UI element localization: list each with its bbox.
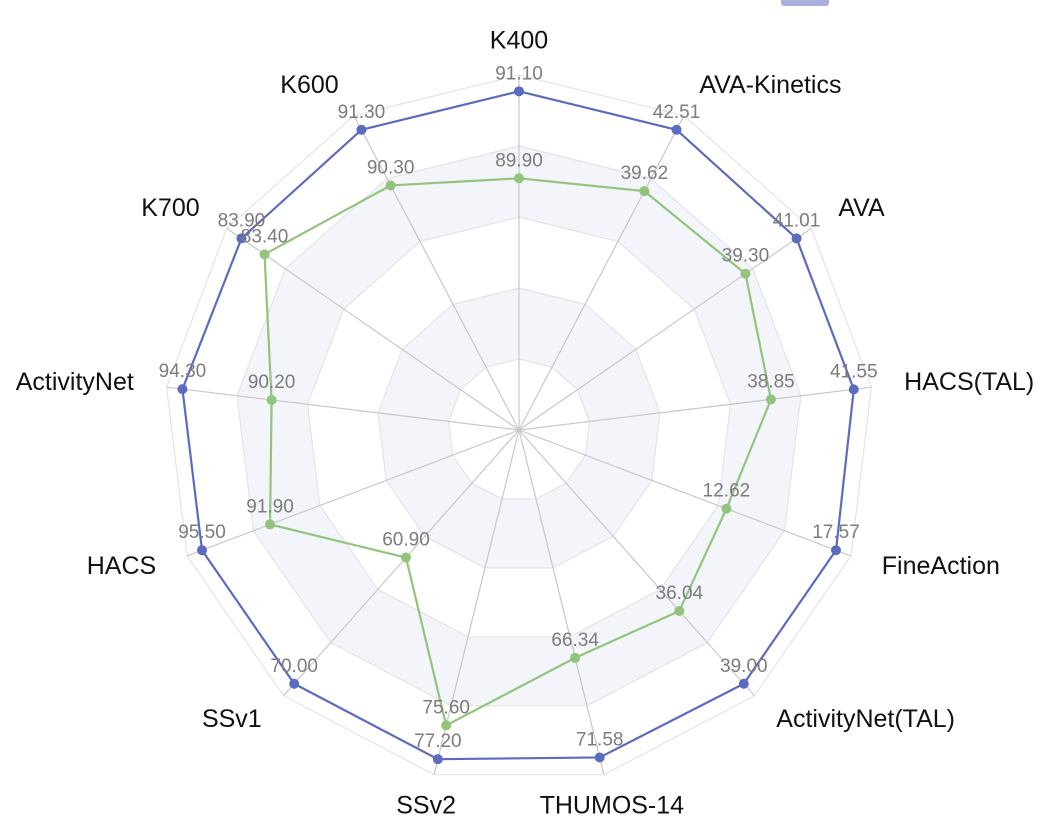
data-label: 41.01 [773,210,821,231]
data-point [639,186,650,197]
data-point [765,394,776,405]
data-label: 90.20 [248,372,296,393]
data-label: 12.62 [703,481,751,502]
axis-label: ActivityNet [16,368,134,396]
data-label: 75.60 [422,697,470,718]
data-point [259,249,270,260]
data-label: 42.51 [653,102,701,123]
data-label: 70.00 [270,656,318,677]
data-label: 83.90 [218,210,266,231]
axis-label: K400 [490,27,548,55]
axis-spoke [518,429,755,697]
data-point [740,268,751,279]
data-point [848,384,859,395]
axis-spoke [518,386,872,431]
axis-label: AVA-Kinetics [699,71,841,99]
legend-swatch [781,0,829,6]
data-point [401,552,412,563]
data-point [356,124,367,135]
data-point [791,233,802,244]
data-label: 39.62 [621,163,669,184]
series-line-2 [263,177,773,727]
axis-spoke [283,429,520,697]
axis-spoke [518,115,685,431]
data-point [514,173,524,184]
axis-spoke [353,115,520,431]
data-point [441,720,452,731]
axis-spoke [186,429,520,557]
data-label: 60.90 [382,530,430,551]
axis-label: K600 [280,71,338,99]
data-label: 66.34 [551,630,599,651]
data-point [570,652,581,663]
data-point [289,678,300,689]
data-point [514,86,524,97]
axis-spoke [226,227,520,431]
data-point [830,545,841,556]
axis-label: AVA [838,194,885,222]
data-label: 89.90 [495,150,543,171]
data-label: 91.10 [495,63,543,84]
data-point [738,678,749,689]
series-line-1 [181,90,855,761]
axis-spoke [433,429,520,775]
data-point [671,124,682,135]
data-label: 71.58 [576,729,624,750]
axis-label: HACS(TAL) [904,368,1034,396]
data-point [197,545,208,556]
axis-label: SSv2 [396,791,456,816]
data-label: 95.50 [178,522,226,543]
data-label: 94.30 [159,361,207,382]
axis-label: K700 [141,194,199,222]
axis-spoke [518,227,812,431]
data-label: 91.90 [246,496,294,517]
data-point [594,752,605,763]
data-label: 39.00 [720,656,768,677]
data-point [236,233,247,244]
data-point [721,503,732,514]
axis-spoke [166,386,520,431]
data-label: 90.30 [367,157,415,178]
data-label: 36.04 [656,583,704,604]
axis-spoke [518,429,605,775]
data-point [432,754,443,765]
axis-label: SSv1 [202,705,262,733]
data-label: 41.55 [830,361,878,382]
axis-label: ActivityNet(TAL) [776,705,955,733]
data-point [266,394,277,405]
data-point [385,180,396,191]
data-label: 39.30 [722,246,770,267]
data-point [177,384,188,395]
data-label: 91.30 [338,102,386,123]
axis-label: FineAction [882,552,1000,580]
data-point [674,605,685,616]
data-label: 17.57 [812,522,860,543]
data-label: 38.85 [747,371,795,392]
data-label: 77.20 [414,731,462,752]
axis-label: HACS [87,552,156,580]
axis-label: THUMOS-14 [540,791,685,816]
axis-spoke [518,429,852,557]
data-point [265,519,276,530]
data-label: 83.40 [241,226,289,247]
